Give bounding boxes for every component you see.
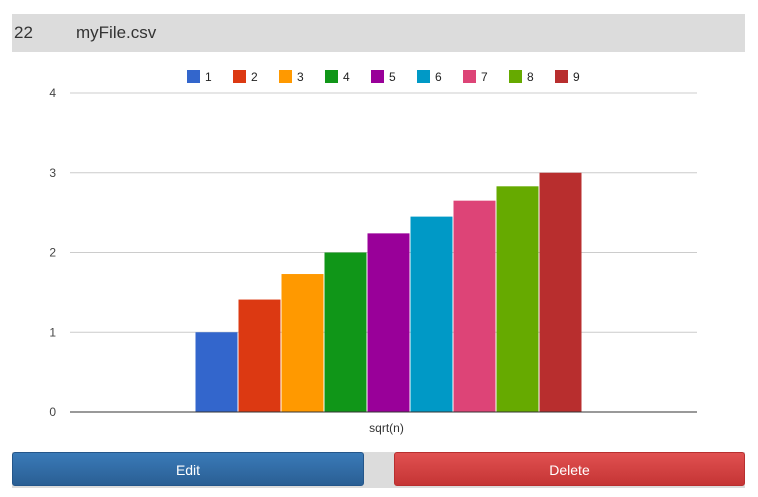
legend-label: 1 bbox=[205, 70, 212, 84]
y-tick-label: 3 bbox=[49, 166, 56, 180]
legend-label: 6 bbox=[435, 70, 442, 84]
y-tick-label: 0 bbox=[49, 405, 56, 419]
bar-series-6 bbox=[410, 216, 453, 412]
legend-swatch bbox=[417, 70, 430, 83]
file-id: 22 bbox=[14, 23, 33, 42]
legend-label: 2 bbox=[251, 70, 258, 84]
legend-label: 5 bbox=[389, 70, 396, 84]
legend-swatch bbox=[233, 70, 246, 83]
legend-label: 8 bbox=[527, 70, 534, 84]
delete-button[interactable]: Delete bbox=[394, 452, 745, 486]
y-tick-label: 2 bbox=[49, 246, 56, 260]
edit-button[interactable]: Edit bbox=[12, 452, 364, 486]
bar-series-1 bbox=[195, 332, 238, 412]
chart-container: 0 1 2 3 4 sqrt(n) 1 2 3 4 5 6 7 8 9 bbox=[0, 60, 758, 440]
legend-label: 3 bbox=[297, 70, 304, 84]
bar-series-5 bbox=[367, 233, 410, 412]
legend-swatch bbox=[371, 70, 384, 83]
legend-swatch bbox=[187, 70, 200, 83]
legend-swatch bbox=[325, 70, 338, 83]
legend-label: 7 bbox=[481, 70, 488, 84]
file-name: myFile.csv bbox=[76, 23, 157, 42]
bar-series-8 bbox=[496, 186, 539, 412]
bar-series-2 bbox=[238, 299, 281, 412]
button-bar: Edit Delete bbox=[12, 452, 745, 488]
x-axis-label: sqrt(n) bbox=[369, 421, 404, 435]
legend-swatch bbox=[555, 70, 568, 83]
legend-swatch bbox=[463, 70, 476, 83]
bar-chart: 0 1 2 3 4 sqrt(n) 1 2 3 4 5 6 7 8 9 bbox=[49, 70, 697, 435]
file-header: 22 myFile.csv bbox=[12, 14, 745, 52]
legend-label: 4 bbox=[343, 70, 350, 84]
y-tick-label: 1 bbox=[49, 325, 56, 339]
bar-series-4 bbox=[324, 252, 367, 412]
bar-series-7 bbox=[453, 200, 496, 412]
bar-series-9 bbox=[539, 172, 582, 412]
y-tick-label: 4 bbox=[49, 86, 56, 100]
legend-swatch bbox=[509, 70, 522, 83]
legend-swatch bbox=[279, 70, 292, 83]
bar-series-3 bbox=[281, 274, 324, 412]
legend-label: 9 bbox=[573, 70, 580, 84]
